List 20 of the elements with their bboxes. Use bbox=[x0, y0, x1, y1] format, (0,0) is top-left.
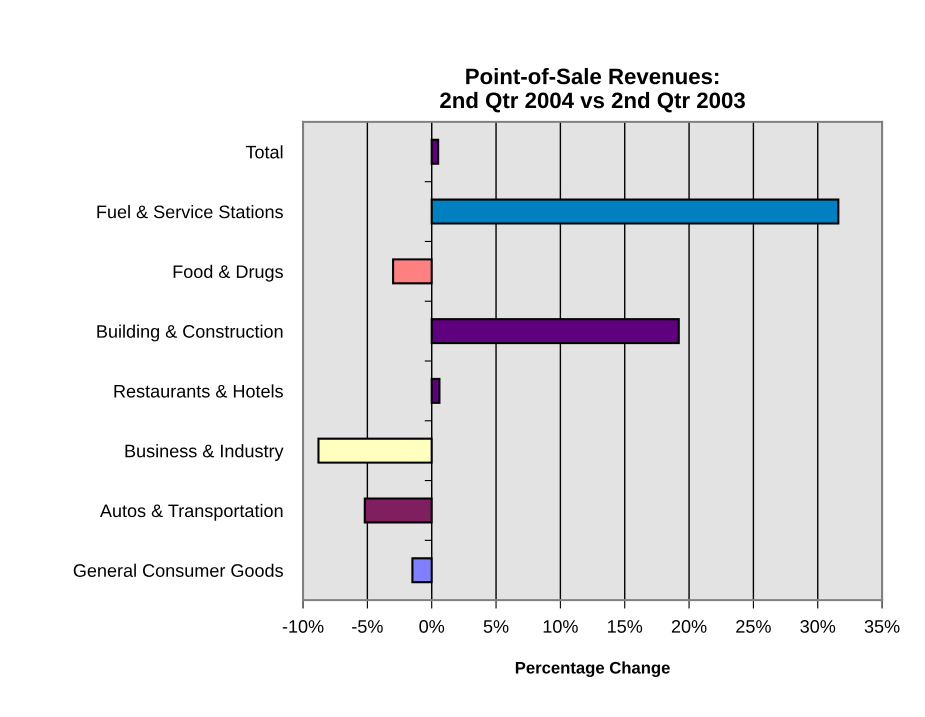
x-tick-label: 20% bbox=[672, 620, 706, 633]
x-tick-label: 25% bbox=[736, 620, 771, 633]
y-tick-label: Restaurants & Hotels bbox=[114, 384, 283, 398]
y-tick-label: Business & Industry bbox=[126, 444, 284, 461]
x-tick-label: -5% bbox=[352, 620, 383, 633]
y-tick-label: Food & Drugs bbox=[174, 264, 283, 282]
x-tick-label: 30% bbox=[800, 620, 836, 633]
x-tick-label: 10% bbox=[544, 620, 578, 633]
x-axis-title: Percentage Change bbox=[516, 661, 670, 678]
y-tick-label: General Consumer Goods bbox=[74, 564, 283, 577]
y-tick-label: Total bbox=[246, 145, 282, 158]
x-tick-label: 35% bbox=[864, 620, 900, 633]
x-tick-label: 5% bbox=[484, 620, 508, 633]
chart-title: Point-of-Sale Revenues: 2nd Qtr 2004 vs 2nd Qtr 2003 bbox=[440, 68, 745, 112]
x-tick-label: 0% bbox=[419, 620, 444, 633]
x-tick-label: 15% bbox=[608, 620, 642, 633]
y-tick-label: Fuel & Service Stations bbox=[97, 205, 283, 218]
y-tick-label: Building & Construction bbox=[97, 324, 282, 342]
y-tick-label: Autos & Transportation bbox=[100, 504, 282, 521]
x-tick-label: -10% bbox=[282, 620, 324, 633]
